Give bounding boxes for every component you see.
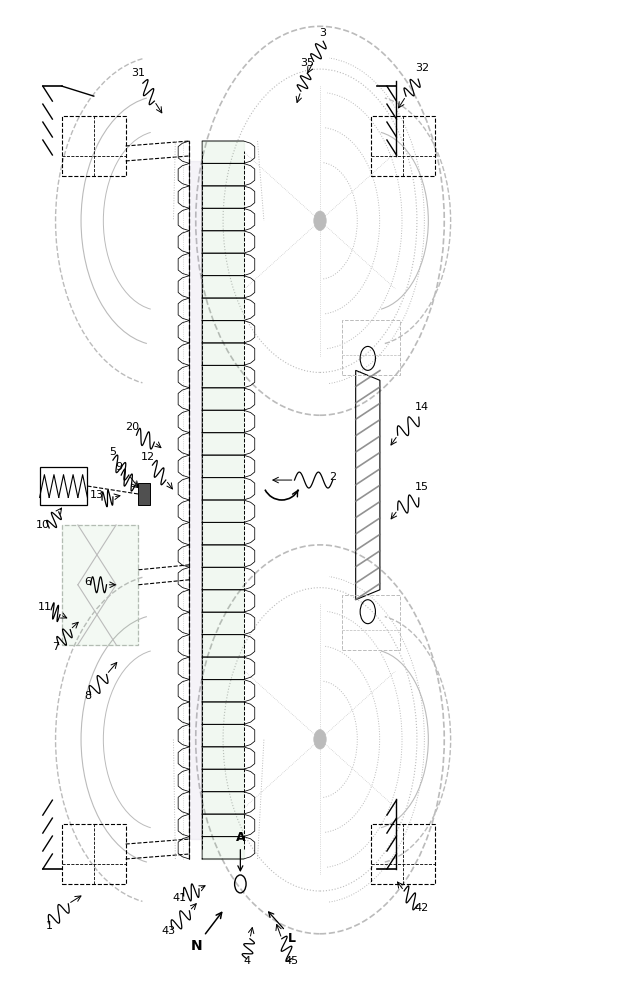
Text: A: A: [236, 831, 245, 871]
Text: 7: 7: [52, 642, 59, 652]
Text: 13: 13: [90, 490, 104, 500]
Text: 8: 8: [84, 691, 91, 701]
Text: 20: 20: [125, 422, 139, 432]
Text: 12: 12: [141, 452, 155, 462]
Text: 6: 6: [84, 577, 91, 587]
Text: 15: 15: [415, 482, 429, 492]
Text: 11: 11: [38, 602, 52, 612]
Circle shape: [314, 211, 326, 231]
Bar: [342, 320, 399, 375]
Text: 45: 45: [284, 956, 298, 966]
Bar: [40, 467, 88, 505]
Polygon shape: [62, 525, 138, 645]
Text: 41: 41: [173, 893, 187, 903]
Bar: [138, 483, 150, 505]
Text: L: L: [269, 912, 296, 945]
Text: 3: 3: [320, 28, 326, 38]
Bar: [342, 595, 399, 650]
Text: 14: 14: [415, 402, 429, 412]
Bar: [371, 116, 435, 176]
Text: 31: 31: [131, 68, 145, 78]
Bar: [371, 824, 435, 884]
Circle shape: [314, 730, 326, 749]
Text: 43: 43: [161, 926, 175, 936]
Text: 5: 5: [109, 447, 116, 457]
Text: 1: 1: [45, 921, 52, 931]
Text: 32: 32: [415, 63, 429, 73]
Bar: [62, 116, 125, 176]
Text: 2: 2: [329, 472, 336, 482]
Text: 42: 42: [415, 903, 429, 913]
Text: N: N: [191, 912, 221, 953]
Text: 4: 4: [243, 956, 250, 966]
Bar: [62, 525, 138, 645]
Text: 35: 35: [300, 58, 314, 68]
Bar: [62, 824, 125, 884]
Text: 10: 10: [36, 520, 50, 530]
Text: 9: 9: [116, 462, 123, 472]
